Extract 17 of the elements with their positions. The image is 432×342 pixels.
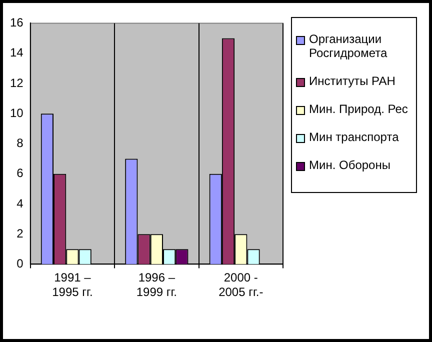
legend-label: Институты РАН	[309, 74, 396, 88]
legend-label: Организации Росгидромета	[309, 32, 388, 60]
y-tick-label: 8	[16, 136, 24, 150]
y-tick-label: 6	[16, 166, 24, 180]
y-tick-label: 2	[16, 226, 24, 240]
y-tick-label: 16	[10, 16, 24, 30]
y-tick-label: 0	[16, 256, 24, 271]
y-tick-label: 12	[10, 76, 24, 90]
x-tick-label: 2000 - 2005 гг.-	[218, 270, 264, 300]
legend-label: Мин. Обороны	[309, 158, 390, 172]
legend-label: Мин транспорта	[309, 130, 399, 144]
y-tick-label: 4	[16, 196, 24, 210]
legend-label: Мин. Природ. Рес	[309, 102, 408, 116]
y-tick-label: 14	[10, 46, 24, 60]
y-tick-label: 10	[10, 106, 24, 120]
x-tick-label: 1991 – 1995 гг.	[52, 270, 93, 300]
x-tick-label: 1996 – 1999 гг.	[136, 270, 177, 300]
